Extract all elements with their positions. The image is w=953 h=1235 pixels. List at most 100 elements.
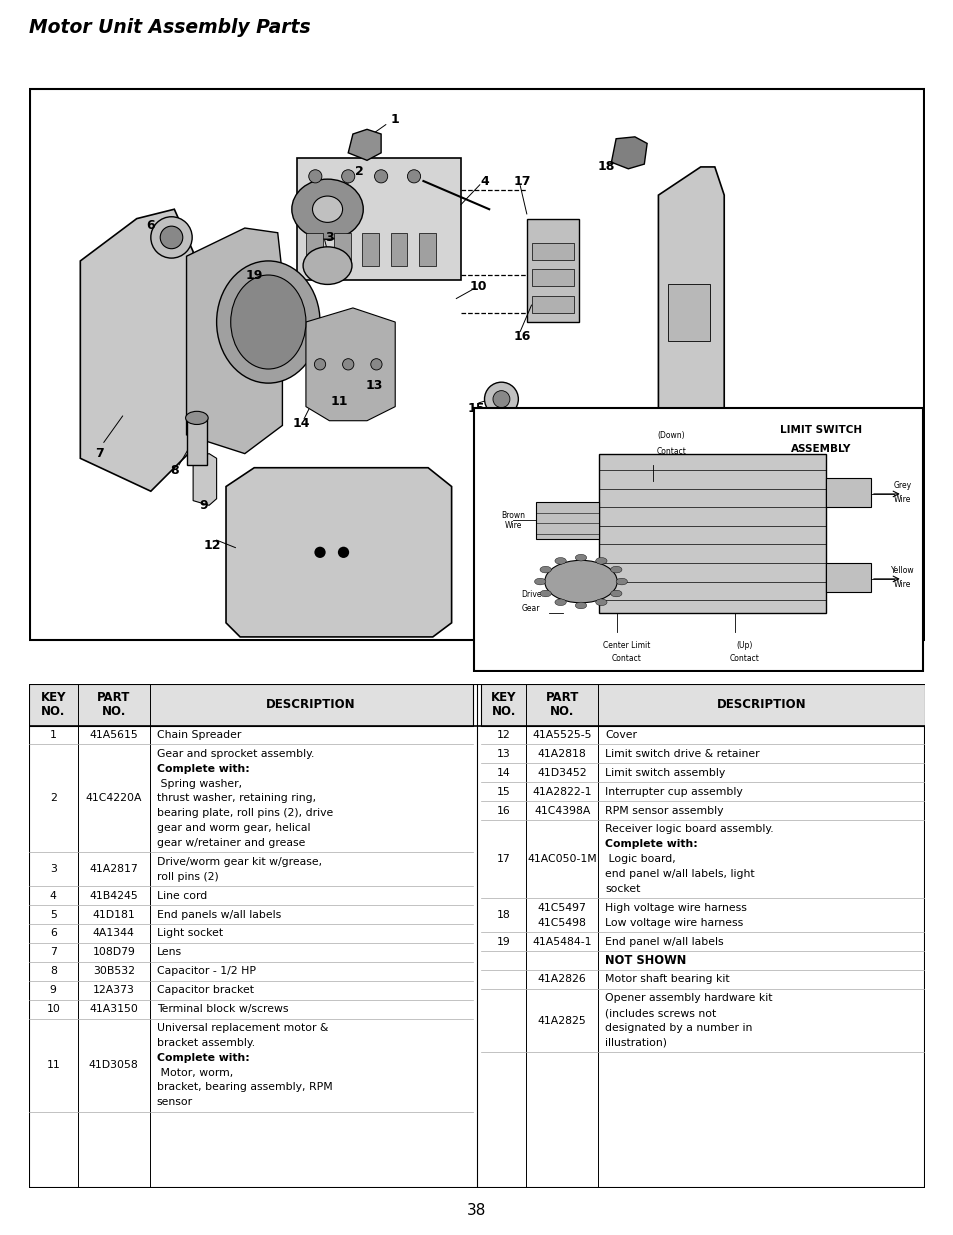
Bar [531, 269, 573, 287]
Text: Spring washer,: Spring washer, [156, 778, 242, 789]
Bar [824, 478, 870, 508]
Text: Complete with:: Complete with: [604, 840, 698, 850]
Ellipse shape [151, 217, 192, 258]
Ellipse shape [341, 169, 355, 183]
Ellipse shape [313, 196, 342, 222]
Text: 3: 3 [50, 864, 56, 874]
Text: 15: 15 [467, 403, 484, 415]
Bar [296, 158, 460, 279]
Text: LIMIT SWITCH: LIMIT SWITCH [780, 425, 862, 435]
Ellipse shape [292, 179, 363, 240]
Text: 7: 7 [94, 447, 103, 461]
Text: (includes screws not: (includes screws not [604, 1008, 716, 1018]
Bar [334, 232, 351, 266]
Text: Terminal block w/screws: Terminal block w/screws [156, 1004, 288, 1014]
Text: Interrupter cup assembly: Interrupter cup assembly [604, 787, 742, 797]
Text: Motor, worm,: Motor, worm, [156, 1067, 233, 1078]
Bar [598, 454, 824, 614]
Bar [418, 232, 436, 266]
Text: sensor: sensor [156, 1097, 193, 1108]
Ellipse shape [595, 557, 606, 564]
Bar [390, 232, 407, 266]
Text: 18: 18 [497, 910, 510, 920]
Text: 8: 8 [170, 464, 178, 477]
Ellipse shape [575, 555, 586, 561]
Text: Line cord: Line cord [156, 890, 207, 900]
Text: 17: 17 [497, 855, 510, 864]
Text: 5: 5 [700, 484, 709, 498]
Text: Wire: Wire [893, 495, 910, 504]
Text: 12A373: 12A373 [92, 986, 134, 995]
Text: 6: 6 [147, 219, 155, 232]
Text: roll pins (2): roll pins (2) [156, 872, 218, 882]
Text: 41D181: 41D181 [92, 910, 135, 920]
Text: Capacitor bracket: Capacitor bracket [156, 986, 253, 995]
Ellipse shape [484, 382, 517, 416]
Text: KEY
NO.: KEY NO. [491, 692, 517, 719]
Text: Contact: Contact [656, 447, 686, 456]
Text: 41B4245: 41B4245 [90, 890, 138, 900]
Text: 19: 19 [497, 936, 510, 946]
Ellipse shape [539, 567, 551, 573]
Text: DESCRIPTION: DESCRIPTION [716, 698, 805, 711]
Text: bearing plate, roll pins (2), drive: bearing plate, roll pins (2), drive [156, 809, 333, 819]
Ellipse shape [544, 561, 617, 603]
Ellipse shape [616, 578, 627, 585]
Text: Contact: Contact [611, 655, 640, 663]
Text: Drive: Drive [520, 590, 540, 599]
Text: Drive/worm gear kit w/grease,: Drive/worm gear kit w/grease, [156, 857, 322, 867]
Text: Gear and sprocket assembly.: Gear and sprocket assembly. [156, 748, 314, 758]
Ellipse shape [160, 226, 183, 248]
Bar [187, 417, 207, 464]
Polygon shape [611, 137, 646, 169]
Text: gear w/retainer and grease: gear w/retainer and grease [156, 839, 305, 848]
Bar [306, 232, 322, 266]
Text: Cover: Cover [604, 730, 637, 740]
Bar [526, 219, 578, 322]
Text: 41A5525-5: 41A5525-5 [532, 730, 591, 740]
Text: 11: 11 [47, 1060, 60, 1070]
Text: 41A2826: 41A2826 [537, 974, 586, 984]
Text: Center Limit: Center Limit [602, 641, 649, 650]
Polygon shape [658, 167, 723, 487]
Text: 5: 5 [50, 910, 56, 920]
Text: Motor shaft bearing kit: Motor shaft bearing kit [604, 974, 729, 984]
Text: 41C4398A: 41C4398A [534, 805, 590, 815]
Ellipse shape [375, 169, 387, 183]
Text: 41C4220A: 41C4220A [86, 793, 142, 804]
Text: 41D3058: 41D3058 [89, 1060, 138, 1070]
Ellipse shape [342, 358, 354, 370]
Text: 1: 1 [50, 730, 56, 740]
Text: 10: 10 [469, 280, 486, 293]
Text: 12: 12 [203, 540, 220, 552]
Text: Brown
Wire: Brown Wire [500, 511, 524, 530]
Ellipse shape [309, 169, 321, 183]
Text: 2: 2 [50, 793, 56, 804]
Text: (Down): (Down) [658, 431, 684, 440]
Polygon shape [348, 130, 380, 161]
Text: bracket, bearing assembly, RPM: bracket, bearing assembly, RPM [156, 1082, 333, 1093]
Text: Lens: Lens [156, 947, 182, 957]
Text: 1: 1 [391, 114, 399, 126]
Ellipse shape [303, 247, 352, 284]
Bar [536, 501, 598, 538]
Text: 15: 15 [497, 787, 510, 797]
Text: Wire: Wire [893, 579, 910, 589]
Text: Yellow: Yellow [890, 567, 914, 576]
Text: designated by a number in: designated by a number in [604, 1023, 752, 1032]
Ellipse shape [231, 275, 306, 369]
Ellipse shape [186, 411, 208, 425]
Text: thrust washer, retaining ring,: thrust washer, retaining ring, [156, 793, 315, 804]
Text: 38: 38 [467, 1203, 486, 1218]
Text: 41A5484-1: 41A5484-1 [532, 936, 591, 946]
Text: 4: 4 [50, 890, 56, 900]
Text: Limit switch assembly: Limit switch assembly [604, 768, 724, 778]
Bar [362, 232, 379, 266]
Polygon shape [306, 308, 395, 421]
Text: (Up): (Up) [735, 641, 752, 650]
Text: NOT SHOWN: NOT SHOWN [604, 953, 686, 967]
Text: 9: 9 [50, 986, 56, 995]
Text: ASSEMBLY: ASSEMBLY [790, 443, 850, 453]
Bar [531, 295, 573, 312]
Polygon shape [193, 453, 216, 505]
